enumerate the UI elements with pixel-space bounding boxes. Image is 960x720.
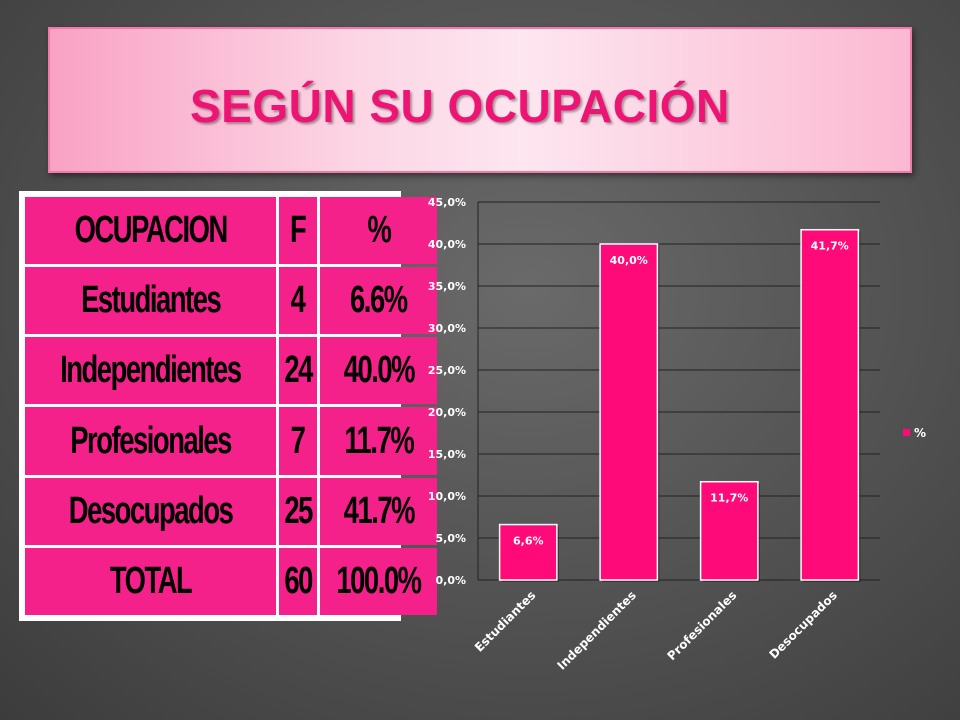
table-cell: 24 (278, 337, 317, 405)
cell-text: Independientes (60, 349, 242, 392)
y-tick-label: 5,0% (435, 532, 466, 545)
bar (498, 523, 558, 581)
table-cell: Estudiantes (25, 267, 276, 335)
table-header-row: OCUPACION F % (25, 197, 437, 265)
title-banner: SEGÚN SU OCUPACIÓN (48, 27, 912, 173)
table-cell: Desocupados (25, 477, 276, 545)
cell-text: 41.7% (343, 489, 415, 532)
cell-text: 24 (284, 349, 313, 392)
table-row: Profesionales 7 11.7% (25, 407, 437, 475)
page-title: SEGÚN SU OCUPACIÓN (190, 80, 730, 132)
y-tick-label: 20,0% (428, 406, 466, 419)
bar (800, 228, 860, 581)
x-category-label: Independientes (554, 588, 638, 672)
table-cell: 100.0% (320, 547, 437, 615)
data-label: 6,6% (513, 535, 544, 548)
table-cell: 6.6% (320, 267, 437, 335)
y-tick-label: 10,0% (428, 490, 466, 503)
cell-text: 25 (284, 489, 313, 532)
cell-text: 60 (284, 559, 313, 602)
y-tick-label: 40,0% (428, 238, 466, 251)
table-cell: 4 (278, 267, 317, 335)
y-tick-label: 35,0% (428, 280, 466, 293)
cell-text: 4 (290, 279, 306, 322)
table-cell: 7 (278, 407, 317, 475)
occupation-table-grid: OCUPACION F % Estudiantes 4 6.6% Indepen… (22, 194, 440, 618)
table-cell: 40.0% (320, 337, 437, 405)
table-cell: 25 (278, 477, 317, 545)
y-tick-label: 15,0% (428, 448, 466, 461)
cell-text: TOTAL (109, 559, 193, 602)
table-row: Desocupados 25 41.7% (25, 477, 437, 545)
header-cell: OCUPACION (25, 197, 276, 265)
cell-text: 7 (290, 419, 306, 462)
x-category-label: Profesionales (665, 588, 740, 663)
y-tick-label: 0,0% (435, 574, 466, 587)
cell-text: 100.0% (336, 559, 422, 602)
y-tick-label: 45,0% (428, 196, 466, 209)
table-row: Estudiantes 4 6.6% (25, 267, 437, 335)
header-cell: F (278, 197, 317, 265)
header-cell: % (320, 197, 437, 265)
data-label: 40,0% (610, 254, 648, 267)
table-cell: Profesionales (25, 407, 276, 475)
table-cell: 60 (278, 547, 317, 615)
cell-text: Desocupados (68, 489, 234, 532)
bar (599, 243, 659, 581)
legend-label: % (914, 426, 926, 440)
data-label: 11,7% (710, 492, 748, 505)
occupation-bar-chart: 0,0% 5,0% 10,0% 15,0% 20,0% 25,0% 30,0% 35,0% 40… (410, 185, 930, 685)
cell-text: 40.0% (343, 349, 415, 392)
table-cell: Independientes (25, 337, 276, 405)
table-cell: 11.7% (320, 407, 437, 475)
y-tick-label: 25,0% (428, 364, 466, 377)
chart-svg: 0,0% 5,0% 10,0% 15,0% 20,0% 25,0% 30,0% 35,0% 40… (428, 196, 926, 673)
x-category-label: Estudiantes (472, 588, 538, 654)
y-tick-label: 30,0% (428, 322, 466, 335)
cell-text: Estudiantes (80, 279, 222, 322)
header-label: OCUPACION (74, 209, 228, 252)
legend-swatch (903, 429, 910, 436)
cell-text: Profesionales (70, 419, 232, 462)
bar (699, 480, 759, 581)
occupation-table: OCUPACION F % Estudiantes 4 6.6% Indepen… (19, 191, 437, 621)
table-cell: TOTAL (25, 547, 276, 615)
x-category-label: Desocupados (766, 588, 839, 661)
header-label: F (290, 209, 307, 252)
cell-text: 11.7% (344, 419, 414, 462)
cell-text: 6.6% (350, 279, 408, 322)
data-label: 41,7% (811, 240, 849, 253)
table-total-row: TOTAL 60 100.0% (25, 547, 437, 615)
table-row: Independientes 24 40.0% (25, 337, 437, 405)
table-cell: 41.7% (320, 477, 437, 545)
header-label: % (366, 209, 391, 252)
